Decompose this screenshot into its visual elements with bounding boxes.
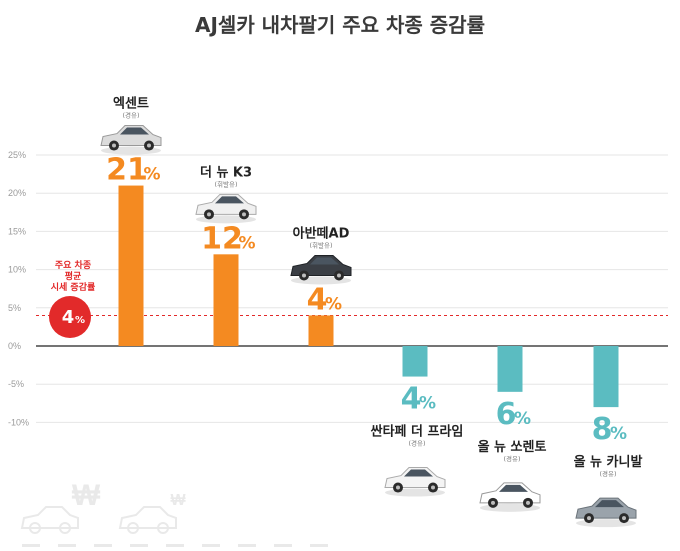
average-badge-value: 4 xyxy=(62,307,75,328)
data-label-percent: % xyxy=(610,424,627,444)
data-label: 8 xyxy=(592,412,613,447)
watermark-dash xyxy=(130,544,148,547)
data-label-percent: % xyxy=(143,165,160,185)
bar xyxy=(593,346,619,408)
car-hub xyxy=(112,143,116,148)
car-body xyxy=(100,125,162,147)
y-tick-label: -5% xyxy=(8,379,24,389)
car-body xyxy=(384,467,446,489)
car-body xyxy=(195,193,257,215)
fuel-type-label: (경유) xyxy=(122,111,139,120)
bar xyxy=(402,346,428,377)
watermark-wheel xyxy=(157,522,169,534)
data-label: 21 xyxy=(106,153,148,188)
watermark-dash xyxy=(58,544,76,547)
watermark-decoration: ₩ ₩ xyxy=(20,479,328,547)
category-label: 올 뉴 쏘렌토 xyxy=(478,439,547,455)
bar xyxy=(308,315,334,346)
watermark-wheel xyxy=(127,522,139,534)
bar xyxy=(118,185,144,346)
y-tick-label: 25% xyxy=(8,150,26,160)
data-label-percent: % xyxy=(419,394,436,414)
watermark-dash xyxy=(202,544,220,547)
car-icon xyxy=(479,482,541,512)
y-tick-label: 15% xyxy=(8,226,26,236)
data-label: 4 xyxy=(307,282,328,317)
car-hub xyxy=(431,485,435,490)
car-hub xyxy=(242,212,246,217)
category-label: 아반떼AD xyxy=(293,225,350,241)
average-label: 주요 차종 xyxy=(55,259,91,271)
car-window xyxy=(310,257,339,265)
average-label: 시세 증감률 xyxy=(51,281,96,293)
watermark-wheel xyxy=(29,522,41,534)
watermark-dash xyxy=(94,544,112,547)
y-tick-label: 5% xyxy=(8,303,21,313)
watermark-dash xyxy=(310,544,328,547)
car-body xyxy=(290,254,352,276)
car-window xyxy=(499,484,528,492)
car-hub xyxy=(207,212,211,217)
car-window xyxy=(404,469,433,477)
car-hub xyxy=(302,273,306,278)
watermark-cars: ₩ ₩ xyxy=(20,479,328,547)
y-tick-label: -10% xyxy=(8,417,29,427)
car-window xyxy=(215,196,244,204)
car-icon xyxy=(384,467,446,497)
watermark-dash xyxy=(166,544,184,547)
car-hub xyxy=(396,485,400,490)
car-icon xyxy=(290,254,352,285)
y-tick-label: 10% xyxy=(8,265,26,275)
car-hub xyxy=(526,500,530,505)
average-badge xyxy=(49,296,91,338)
watermark-dash xyxy=(22,544,40,547)
watermark-dash xyxy=(274,544,292,547)
car-hub xyxy=(337,273,341,278)
data-label-percent: % xyxy=(238,233,255,253)
car-body xyxy=(575,497,637,519)
category-label: 싼타페 더 프라임 xyxy=(371,424,464,440)
fuel-type-label: (경유) xyxy=(503,454,520,463)
data-label: 4 xyxy=(401,382,422,417)
average-label: 평균 xyxy=(65,270,82,282)
bar xyxy=(213,254,239,346)
car-body xyxy=(479,482,541,504)
car-icon xyxy=(195,193,257,224)
fuel-type-label: (경유) xyxy=(408,439,425,448)
car-window xyxy=(595,500,624,508)
fuel-type-label: (휘발유) xyxy=(214,179,237,188)
data-label: 12 xyxy=(201,221,243,256)
watermark-dash xyxy=(238,544,256,547)
won-symbol-icon: ₩ xyxy=(170,492,186,509)
chart-title: AJ셀카 내차팔기 주요 차종 증감률 xyxy=(195,13,485,37)
bar xyxy=(497,346,523,392)
y-tick-label: 0% xyxy=(8,341,21,351)
data-label-percent: % xyxy=(325,294,342,314)
y-tick-label: 20% xyxy=(8,188,26,198)
fuel-type-label: (휘발유) xyxy=(309,240,332,249)
bars xyxy=(118,185,619,408)
fuel-type-label: (경유) xyxy=(599,469,616,478)
car-window xyxy=(120,127,149,135)
car-hub xyxy=(587,516,591,521)
watermark-car xyxy=(20,506,79,529)
data-label: 6 xyxy=(496,397,517,432)
y-axis-ticks: 25% 20% 15% 10% 5% 0% -5% -10% xyxy=(8,150,29,427)
watermark-wheel xyxy=(59,522,71,534)
car-hub xyxy=(622,516,626,521)
average-badge-percent: % xyxy=(75,315,85,326)
watermark-car xyxy=(118,506,177,529)
won-symbol-icon: ₩ xyxy=(72,479,101,512)
car-icon xyxy=(100,125,162,155)
car-hub xyxy=(147,143,151,148)
category-label: 엑센트 xyxy=(113,96,149,112)
car-icon xyxy=(575,497,637,528)
bar-labels: 21%엑센트(경유)12%더 뉴 K3(휘발유)4%아반떼AD(휘발유)4%싼타… xyxy=(100,96,643,528)
category-label: 더 뉴 K3 xyxy=(200,164,252,180)
data-label-percent: % xyxy=(514,409,531,429)
car-hub xyxy=(491,500,495,505)
category-label: 올 뉴 카니발 xyxy=(574,454,643,470)
